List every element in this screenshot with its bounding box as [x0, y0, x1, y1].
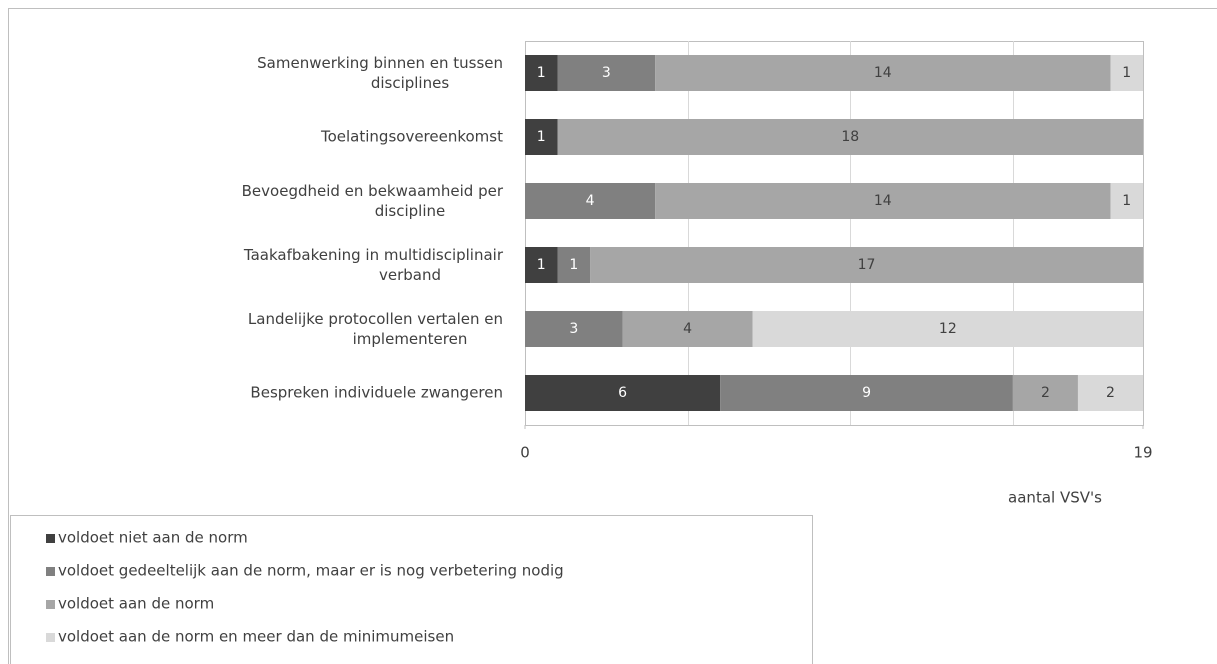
bar-segment — [1012, 375, 1078, 411]
x-axis-label: aantal VSV's — [1008, 489, 1102, 507]
bar-segment — [655, 183, 1111, 219]
bar-segment — [557, 247, 591, 283]
bar-segment — [557, 119, 1143, 155]
data-label: 4 — [683, 321, 692, 337]
data-label: 1 — [1122, 193, 1131, 209]
legend-box — [10, 515, 813, 664]
data-label: 14 — [874, 193, 892, 209]
data-label: 1 — [537, 257, 546, 273]
bar-segment — [525, 183, 656, 219]
data-label: 3 — [602, 65, 611, 81]
bar-segment — [525, 311, 623, 347]
legend-swatch — [46, 633, 55, 642]
y-tick-label: Bevoegdheid en bekwaamheid per discipline — [242, 182, 504, 220]
bar-segment — [590, 247, 1143, 283]
data-label: 4 — [586, 193, 595, 209]
plot-area — [525, 41, 1144, 426]
data-label: 6 — [618, 385, 627, 401]
data-label: 1 — [1122, 65, 1131, 81]
y-tick-label: Landelijke protocollen vertalen en implem… — [248, 310, 503, 348]
x-tick-label: 19 — [1133, 444, 1152, 462]
data-label: 2 — [1041, 385, 1050, 401]
y-tick-label: Samenwerking binnen en tussen disciplines — [257, 54, 503, 92]
data-label: 17 — [858, 257, 876, 273]
bar-segment — [525, 375, 721, 411]
data-label: 18 — [841, 129, 859, 145]
bar-segment — [655, 55, 1111, 91]
bar-segment — [1110, 183, 1143, 219]
bar-segment — [622, 311, 753, 347]
bar-segment — [525, 119, 558, 155]
bar-segment — [752, 311, 1143, 347]
bar-segment — [720, 375, 1013, 411]
bar-segment — [557, 55, 656, 91]
bar-segment — [525, 247, 558, 283]
legend-label: voldoet niet aan de norm — [58, 529, 248, 547]
y-tick-label: Taakafbakening in multidisciplinair verba… — [243, 246, 504, 284]
data-label: 9 — [862, 385, 871, 401]
data-label: 12 — [939, 321, 957, 337]
data-label: 1 — [537, 65, 546, 81]
data-label: 3 — [569, 321, 578, 337]
bar-segment — [1077, 375, 1143, 411]
bar-segment — [1110, 55, 1143, 91]
y-tick-label: Toelatingsovereenkomst — [320, 128, 503, 146]
data-label: 2 — [1106, 385, 1115, 401]
data-label: 1 — [537, 129, 546, 145]
legend-swatch — [46, 567, 55, 576]
data-label: 1 — [569, 257, 578, 273]
y-tick-label: Bespreken individuele zwangeren — [250, 384, 503, 402]
x-tick-label: 0 — [520, 444, 530, 462]
legend-swatch — [46, 600, 55, 609]
legend-label: voldoet gedeeltelijk aan de norm, maar e… — [58, 562, 564, 580]
legend-label: voldoet aan de norm en meer dan de minim… — [58, 628, 454, 646]
legend-swatch — [46, 534, 55, 543]
bar-segment — [525, 55, 558, 91]
data-label: 14 — [874, 65, 892, 81]
legend-label: voldoet aan de norm — [58, 595, 214, 613]
